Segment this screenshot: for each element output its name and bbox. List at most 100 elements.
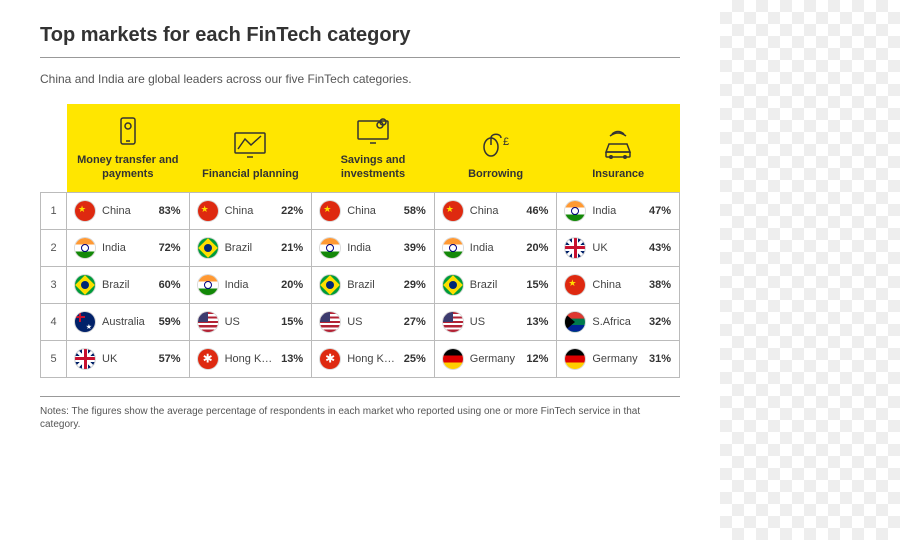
percentage-value: 58%: [404, 205, 426, 217]
percentage-value: 57%: [159, 353, 181, 365]
data-cell: UK43%: [557, 229, 680, 266]
data-cell: US 27%: [312, 303, 435, 340]
monitor-icon: [318, 114, 429, 148]
table-body: 1China83%China22%China58%China46%India47…: [41, 192, 680, 377]
country-name: China: [592, 279, 642, 291]
country-name: US: [225, 316, 275, 328]
percentage-value: 47%: [649, 205, 671, 217]
percentage-value: 83%: [159, 205, 181, 217]
country-name: US: [347, 316, 397, 328]
data-cell: India 39%: [312, 229, 435, 266]
country-name: S.Africa: [592, 316, 642, 328]
country-name: US: [470, 316, 520, 328]
data-cell: Germany 31%: [557, 340, 680, 377]
safrica-flag-icon: [565, 312, 585, 332]
data-cell: India20%: [189, 266, 312, 303]
data-cell: Hong Kong 13%: [189, 340, 312, 377]
data-cell: China 38%: [557, 266, 680, 303]
country-name: UK: [592, 242, 642, 254]
india-flag-icon: [443, 238, 463, 258]
table-row: 2India72%Brazil21%India39%India20%UK43%: [41, 229, 680, 266]
header-label: Borrowing: [440, 168, 551, 182]
header-savings: Savings and investments: [312, 104, 435, 192]
data-cell: Brazil 15%: [434, 266, 557, 303]
percentage-value: 20%: [526, 242, 548, 254]
rank-cell: 2: [41, 229, 67, 266]
country-name: India: [347, 242, 397, 254]
us-flag-icon: [443, 312, 463, 332]
header-row: Money transfer and payments Financial pl…: [41, 104, 680, 192]
percentage-value: 15%: [281, 316, 303, 328]
uk-flag-icon: [565, 238, 585, 258]
china-flag-icon: [198, 201, 218, 221]
country-name: Brazil: [470, 279, 520, 291]
percentage-value: 46%: [526, 205, 548, 217]
header-insurance: Insurance: [557, 104, 680, 192]
country-name: India: [225, 279, 275, 291]
percentage-value: 72%: [159, 242, 181, 254]
country-name: Hong Kong: [347, 353, 397, 365]
germany-flag-icon: [443, 349, 463, 369]
china-flag-icon: [75, 201, 95, 221]
uk-flag-icon: [75, 349, 95, 369]
phone-icon: [73, 114, 184, 148]
china-flag-icon: [443, 201, 463, 221]
country-name: UK: [102, 353, 152, 365]
hongkong-flag-icon: [198, 349, 218, 369]
header-label: Savings and investments: [318, 154, 429, 182]
infographic-page: Top markets for each FinTech category Ch…: [0, 0, 720, 540]
table-row: 3Brazil60%India20%Brazil29%Brazil15%Chin…: [41, 266, 680, 303]
country-name: China: [102, 205, 152, 217]
chart-icon: [195, 128, 306, 162]
data-cell: Germany12%: [434, 340, 557, 377]
percentage-value: 15%: [526, 279, 548, 291]
country-name: China: [225, 205, 275, 217]
india-flag-icon: [75, 238, 95, 258]
data-cell: Brazil 21%: [189, 229, 312, 266]
header-money-transfer: Money transfer and payments: [67, 104, 190, 192]
percentage-value: 38%: [649, 279, 671, 291]
us-flag-icon: [320, 312, 340, 332]
fintech-table: Money transfer and payments Financial pl…: [40, 104, 680, 378]
data-cell: US13%: [434, 303, 557, 340]
percentage-value: 29%: [404, 279, 426, 291]
percentage-value: 32%: [649, 316, 671, 328]
data-cell: Australia 59%: [67, 303, 190, 340]
data-cell: Hong Kong25%: [312, 340, 435, 377]
page-subtitle: China and India are global leaders acros…: [40, 72, 680, 86]
percentage-value: 22%: [281, 205, 303, 217]
percentage-value: 21%: [281, 242, 303, 254]
table-row: 4Australia59%US15%US27%US13%S.Africa32%: [41, 303, 680, 340]
country-name: Germany: [592, 353, 642, 365]
country-name: Brazil: [102, 279, 152, 291]
brazil-flag-icon: [443, 275, 463, 295]
india-flag-icon: [565, 201, 585, 221]
percentage-value: 27%: [404, 316, 426, 328]
svg-text:£: £: [503, 136, 509, 148]
data-cell: China58%: [312, 192, 435, 229]
car-icon: [563, 128, 674, 162]
country-name: India: [102, 242, 152, 254]
data-cell: UK 57%: [67, 340, 190, 377]
country-name: Brazil: [225, 242, 275, 254]
header-label: Money transfer and payments: [73, 154, 184, 182]
rank-cell: 1: [41, 192, 67, 229]
title-rule: [40, 57, 680, 58]
header-blank: [41, 104, 67, 192]
percentage-value: 59%: [159, 316, 181, 328]
data-cell: Brazil 60%: [67, 266, 190, 303]
hongkong-flag-icon: [320, 349, 340, 369]
page-title: Top markets for each FinTech category: [40, 24, 680, 47]
percentage-value: 13%: [281, 353, 303, 365]
australia-flag-icon: [75, 312, 95, 332]
percentage-value: 60%: [159, 279, 181, 291]
percentage-value: 39%: [404, 242, 426, 254]
country-name: Hong Kong: [225, 353, 275, 365]
country-name: Brazil: [347, 279, 397, 291]
country-name: Australia: [102, 316, 152, 328]
china-flag-icon: [320, 201, 340, 221]
us-flag-icon: [198, 312, 218, 332]
percentage-value: 31%: [649, 353, 671, 365]
data-cell: India47%: [557, 192, 680, 229]
data-cell: S.Africa 32%: [557, 303, 680, 340]
